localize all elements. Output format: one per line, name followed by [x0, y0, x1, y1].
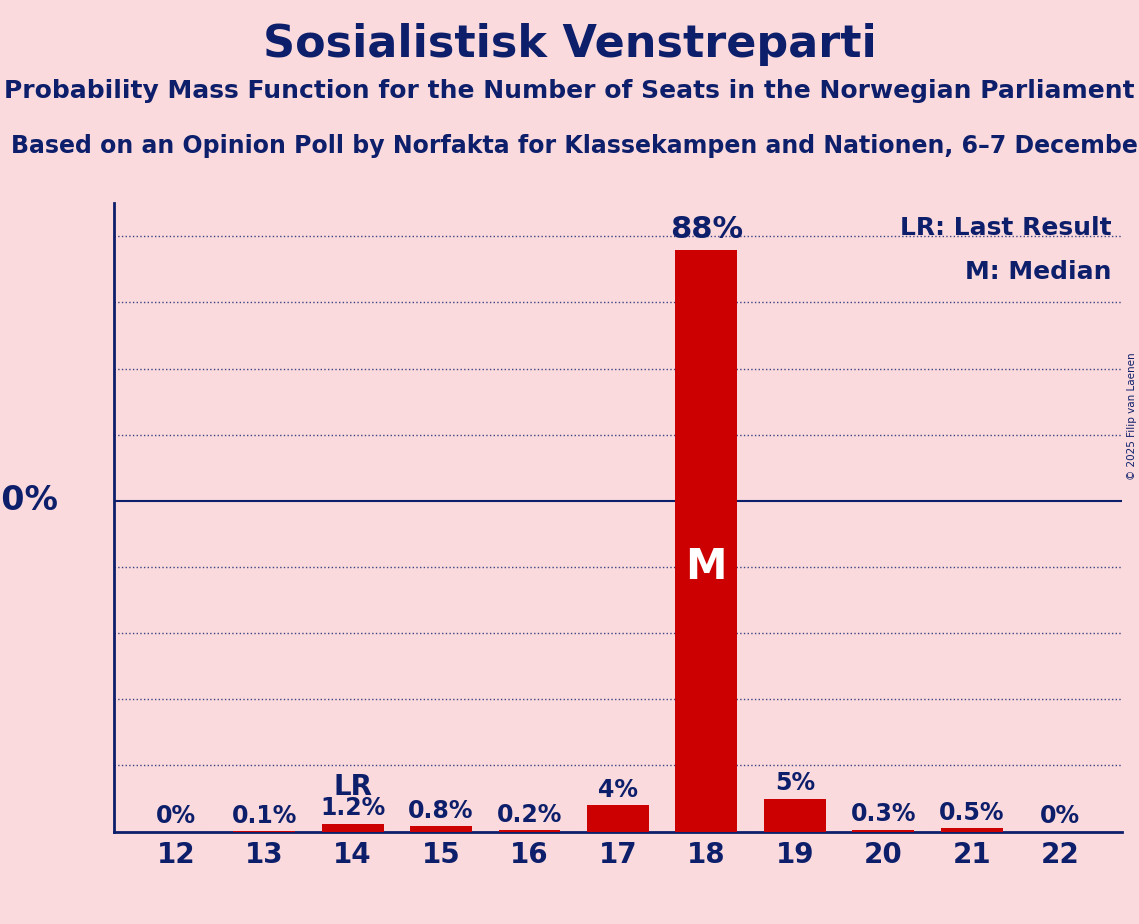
- Text: 1.2%: 1.2%: [320, 796, 385, 821]
- Text: 50%: 50%: [0, 484, 58, 517]
- Text: LR: LR: [333, 772, 372, 800]
- Bar: [321, 823, 384, 832]
- Text: 0%: 0%: [1040, 804, 1080, 828]
- Text: 88%: 88%: [670, 215, 743, 244]
- Bar: [499, 831, 560, 832]
- Text: © 2025 Filip van Laenen: © 2025 Filip van Laenen: [1126, 352, 1137, 480]
- Text: Probability Mass Function for the Number of Seats in the Norwegian Parliament: Probability Mass Function for the Number…: [5, 79, 1134, 103]
- Bar: [941, 828, 1002, 832]
- Text: 0.2%: 0.2%: [497, 803, 563, 827]
- Text: LR: Last Result: LR: Last Result: [900, 216, 1112, 240]
- Bar: [410, 826, 472, 832]
- Text: M: Median: M: Median: [966, 260, 1112, 284]
- Text: 4%: 4%: [598, 778, 638, 802]
- Text: Based on an Opinion Poll by Norfakta for Klassekampen and Nationen, 6–7 December: Based on an Opinion Poll by Norfakta for…: [11, 134, 1139, 158]
- Text: 0.1%: 0.1%: [231, 804, 297, 828]
- Text: 0.3%: 0.3%: [851, 802, 916, 826]
- Bar: [587, 805, 649, 832]
- Bar: [764, 798, 826, 832]
- Text: M: M: [686, 546, 727, 588]
- Text: 0%: 0%: [156, 804, 196, 828]
- Text: 0.5%: 0.5%: [939, 801, 1005, 825]
- Text: Sosialistisk Venstreparti: Sosialistisk Venstreparti: [263, 23, 876, 67]
- Text: 5%: 5%: [775, 772, 814, 796]
- Text: 0.8%: 0.8%: [408, 799, 474, 823]
- Bar: [852, 830, 915, 832]
- Bar: [675, 249, 737, 832]
